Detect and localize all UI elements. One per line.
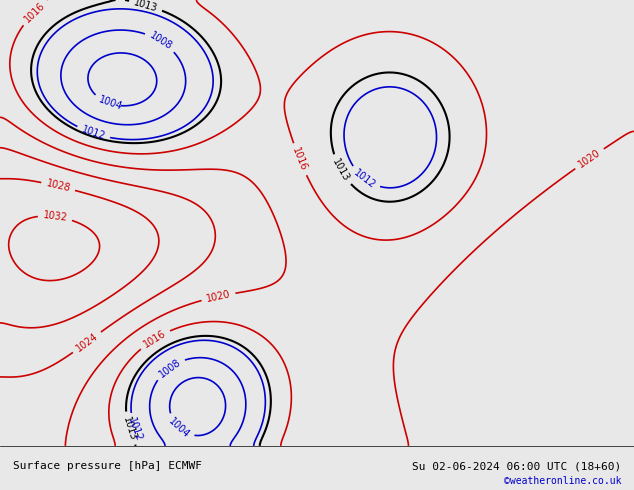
Text: 1008: 1008 [148, 30, 174, 52]
Text: 1016: 1016 [23, 0, 48, 24]
Text: 1032: 1032 [42, 210, 68, 223]
Text: 1008: 1008 [157, 357, 183, 379]
Text: 1004: 1004 [97, 95, 124, 112]
Text: 1013: 1013 [133, 0, 159, 14]
Text: 1013: 1013 [121, 416, 138, 441]
Text: 1020: 1020 [205, 289, 231, 304]
Text: 1028: 1028 [45, 178, 72, 194]
Text: Surface pressure [hPa] ECMWF: Surface pressure [hPa] ECMWF [13, 462, 202, 471]
Text: 1004: 1004 [167, 416, 191, 440]
Text: 1016: 1016 [290, 146, 309, 172]
Text: 1012: 1012 [80, 124, 107, 142]
Text: ©weatheronline.co.uk: ©weatheronline.co.uk [504, 476, 621, 486]
Text: 1012: 1012 [352, 168, 377, 190]
Text: 1013: 1013 [330, 157, 351, 183]
Text: 1024: 1024 [74, 331, 100, 354]
Text: 1012: 1012 [126, 416, 144, 443]
Text: 1016: 1016 [142, 328, 168, 350]
Text: 1020: 1020 [576, 147, 602, 170]
Text: Su 02-06-2024 06:00 UTC (18+60): Su 02-06-2024 06:00 UTC (18+60) [412, 462, 621, 471]
